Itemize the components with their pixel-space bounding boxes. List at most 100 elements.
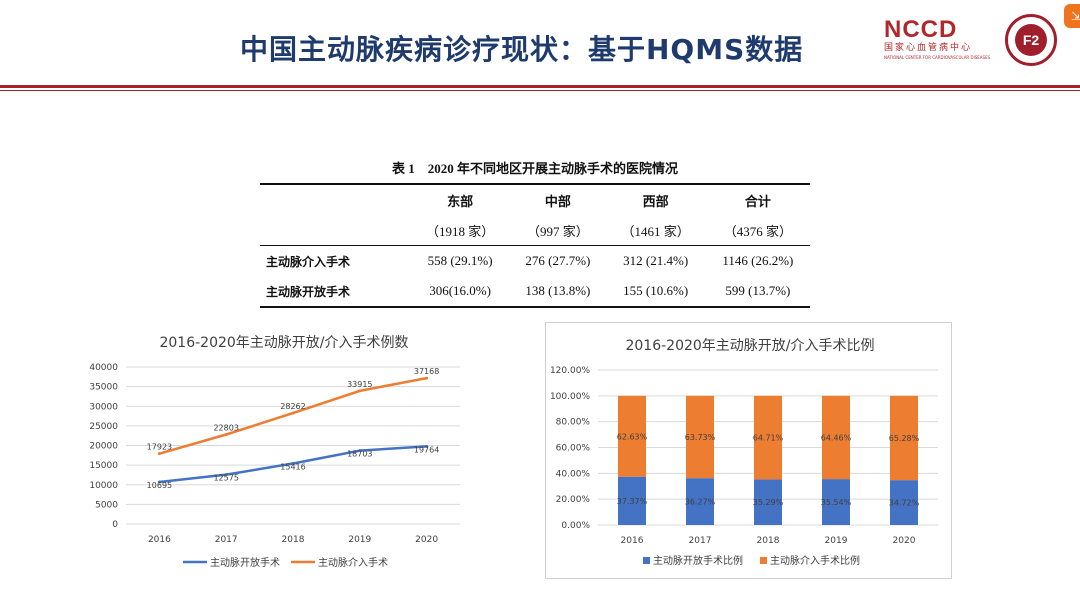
data-label: 35.54%: [821, 498, 852, 507]
x-tick-label: 2020: [893, 536, 916, 546]
data-label: 37.37%: [617, 497, 648, 506]
data-point: [291, 411, 295, 415]
data-label: 10695: [147, 481, 172, 490]
nccd-logo-en: NATIONAL CENTER FOR CARDIOVASCULAR DISEA…: [884, 55, 991, 60]
y-tick-label: 5000: [95, 500, 118, 510]
data-label: 12575: [213, 474, 238, 483]
data-label: 15416: [280, 462, 305, 471]
nccd-logo-text: NCCD: [884, 16, 958, 43]
col-count-west: （1461 家）: [621, 223, 690, 239]
data-point: [224, 473, 228, 477]
data-point: [358, 389, 362, 393]
y-tick-label: 10000: [89, 481, 118, 491]
y-tick-label: 35000: [89, 383, 118, 393]
page-title: 中国主动脉疾病诊疗现状：基于HQMS数据: [240, 33, 804, 66]
row-label-interventional: 主动脉介入手术: [260, 245, 410, 276]
nccd-logo-cn: 国家心血管病中心: [884, 43, 973, 53]
data-label: 37168: [414, 367, 439, 376]
data-point: [425, 444, 429, 448]
y-tick-label: 0: [112, 520, 118, 530]
seal-text: F2: [1015, 24, 1047, 56]
table-cell: 312 (21.4%): [605, 245, 706, 276]
y-tick-label: 80.00%: [556, 418, 591, 428]
table-corner-cell: [260, 215, 410, 246]
col-header-central: 中部: [510, 183, 606, 215]
bar-chart-svg: 2016-2020年主动脉开放/介入手术比例 0.00% 20.00% 40.00% 6…: [550, 338, 938, 567]
hospital-seal-logo: F2: [1005, 14, 1057, 66]
legend-label: 主动脉开放手术: [210, 556, 280, 569]
bar-segment: [754, 479, 782, 525]
line-chart-svg: 2016-2020年主动脉开放/介入手术例数 0 5000 10000 15000 200…: [89, 335, 460, 569]
col-header-west: 西部: [605, 183, 706, 215]
y-tick-label: 25000: [89, 422, 118, 432]
data-point: [224, 432, 228, 436]
table-cell: 558 (29.1%): [410, 245, 511, 276]
bar-segment: [686, 395, 714, 479]
bar-segment: [618, 476, 646, 525]
chart-title: 2016-2020年主动脉开放/介入手术例数: [159, 335, 408, 351]
data-label: 36.27%: [685, 498, 716, 507]
corner-badge-icon[interactable]: ⇲: [1064, 4, 1080, 28]
y-tick-label: 0.00%: [561, 521, 590, 531]
x-tick-label: 2018: [282, 535, 305, 545]
y-tick-label: 100.00%: [550, 392, 590, 402]
bar-segment: [822, 479, 850, 525]
bar-segment: [822, 395, 850, 480]
header-divider: [0, 85, 1080, 88]
table-caption: 表 1 2020 年不同地区开展主动脉手术的医院情况: [391, 161, 678, 176]
y-tick-label: 20000: [89, 442, 118, 452]
hospital-table: 东部 中部 西部 合计 （1918 家） （997 家） （1461 家） （4…: [260, 183, 810, 308]
data-label: 64.46%: [821, 433, 852, 442]
legend-label: 主动脉介入手术比例: [770, 554, 860, 567]
data-label: 19764: [414, 445, 439, 454]
table-cell: 306(16.0%): [410, 276, 511, 308]
data-label: 65.28%: [889, 434, 920, 443]
data-label: 17923: [147, 443, 172, 452]
x-tick-label: 2019: [825, 536, 848, 546]
data-label: 63.73%: [685, 433, 716, 442]
x-tick-label: 2019: [348, 535, 371, 545]
x-tick-label: 2016: [148, 535, 171, 545]
series-line: [159, 376, 427, 455]
data-point: [157, 452, 161, 456]
line-chart-surgery-counts: 2016-2020年主动脉开放/介入手术例数 0 5000 10000 15000 200…: [88, 322, 480, 580]
legend-label: 主动脉介入手术: [318, 556, 388, 569]
table-cell: 599 (13.7%): [705, 276, 810, 308]
bar-segment: [890, 395, 918, 481]
bar-segment: [618, 395, 646, 477]
x-tick-label: 2017: [215, 535, 238, 545]
y-tick-label: 20.00%: [556, 495, 591, 505]
data-label: 34.72%: [889, 499, 920, 508]
data-point: [358, 449, 362, 453]
data-label: 33915: [347, 380, 372, 389]
x-tick-label: 2016: [621, 536, 644, 546]
nccd-logo: NCCD 国家心血管病中心 NATIONAL CENTER FOR CARDIO…: [884, 16, 991, 61]
data-label: 18703: [347, 450, 372, 459]
table-cell: 1146 (26.2%): [705, 245, 810, 276]
bar-segment: [754, 395, 782, 480]
y-tick-label: 120.00%: [550, 366, 590, 376]
data-label: 62.63%: [617, 432, 648, 441]
x-tick-label: 2018: [757, 536, 780, 546]
row-label-open: 主动脉开放手术: [260, 276, 410, 308]
x-tick-label: 2017: [689, 536, 712, 546]
col-count-total: （4376 家）: [723, 223, 793, 239]
data-point: [157, 480, 161, 484]
legend-swatch: [643, 557, 650, 564]
table-cell: 138 (13.8%): [510, 276, 606, 308]
data-label: 28262: [280, 402, 305, 411]
stacked-bar-chart-surgery-ratio: 2016-2020年主动脉开放/介入手术比例 0.00% 20.00% 40.00% 6…: [545, 322, 952, 579]
data-point: [425, 376, 429, 380]
data-label: 64.71%: [753, 434, 784, 443]
y-tick-label: 30000: [89, 402, 118, 412]
y-tick-label: 60.00%: [556, 444, 591, 454]
data-label: 35.29%: [753, 498, 784, 507]
data-point: [291, 461, 295, 465]
table-cell: 276 (27.7%): [510, 245, 606, 276]
y-tick-label: 40.00%: [556, 469, 591, 479]
table-corner-cell: [260, 183, 410, 215]
col-count-east: （1918 家）: [425, 223, 495, 239]
data-label: 22803: [213, 423, 238, 432]
col-header-east: 东部: [410, 183, 511, 215]
header-divider-thin: [0, 90, 1080, 91]
